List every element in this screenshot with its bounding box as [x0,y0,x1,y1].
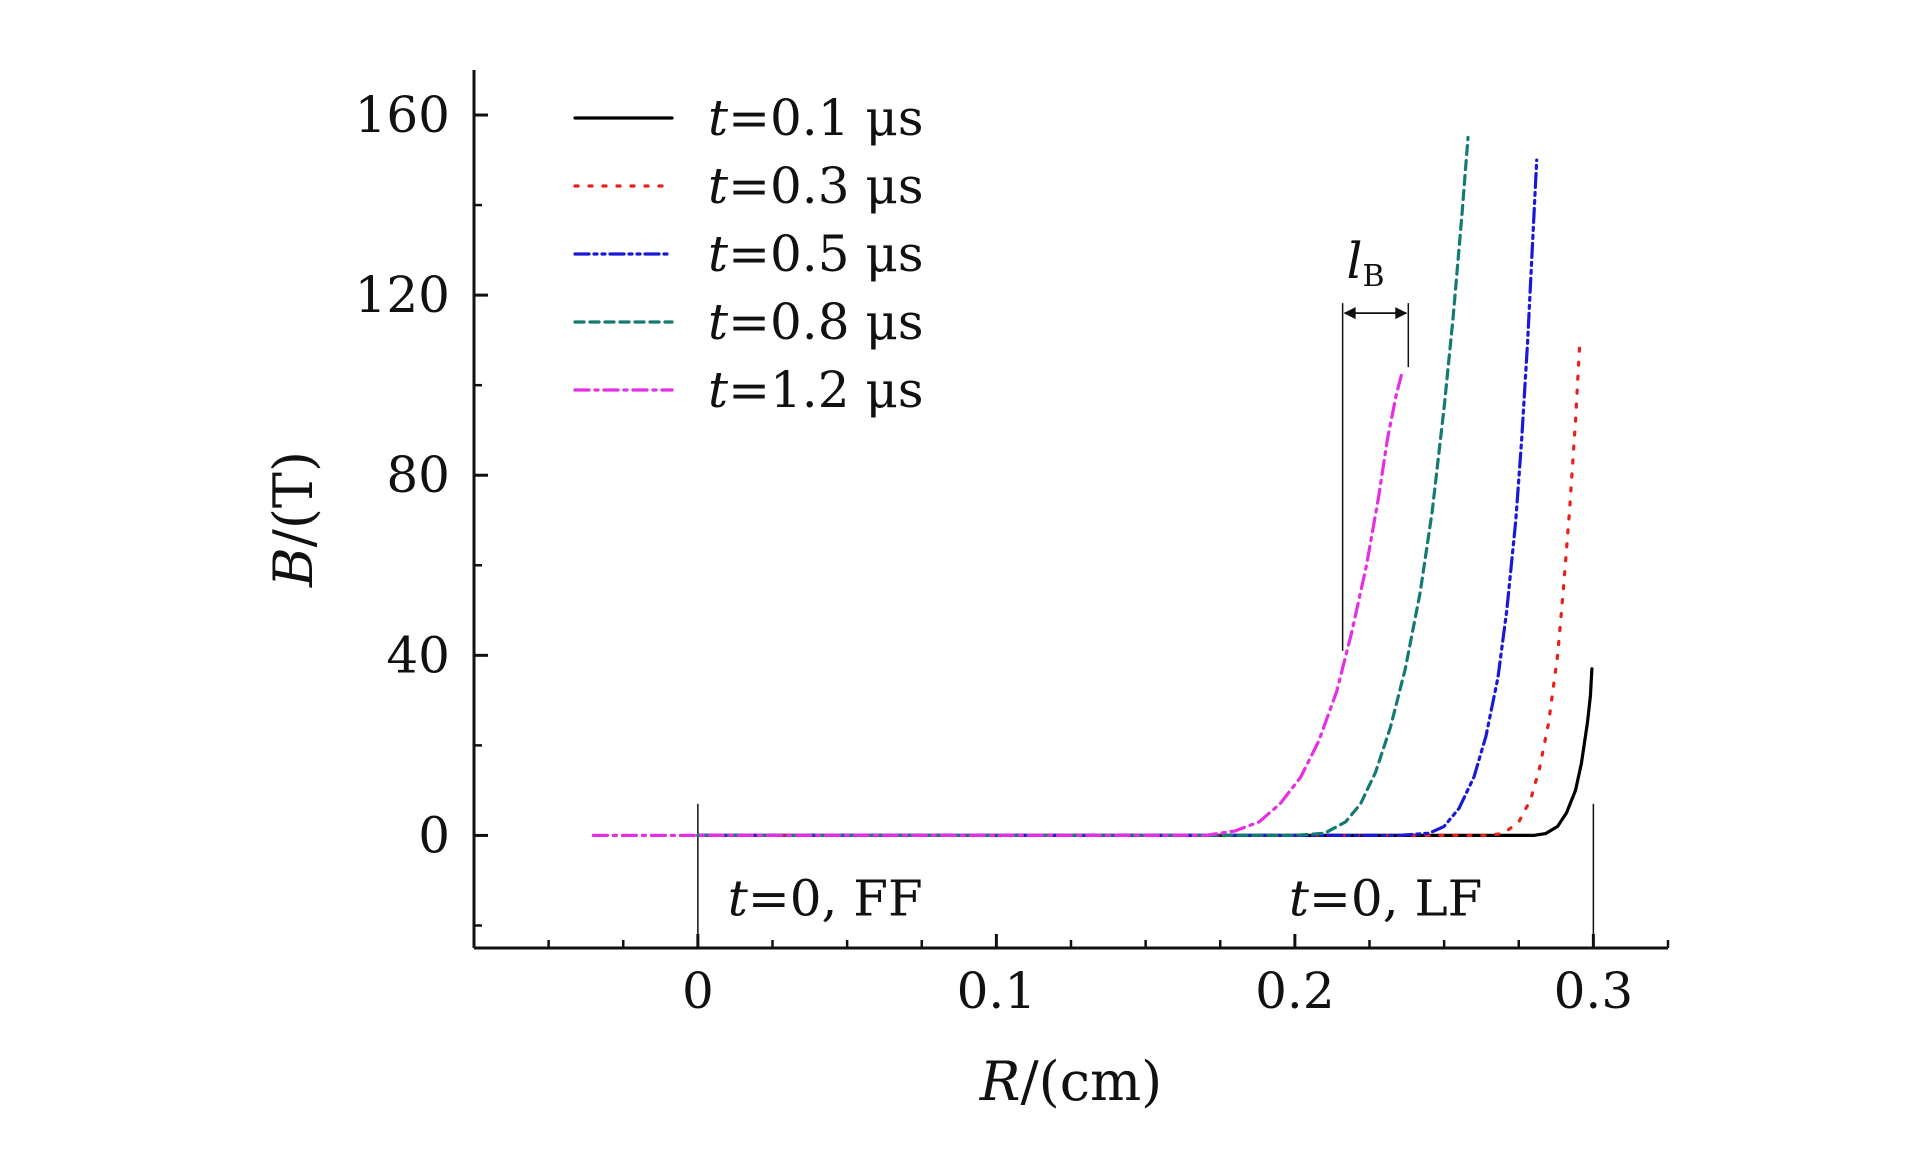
legend-var: t [708,89,729,147]
annotation-rest: =0, FF [748,869,923,927]
legend-var: t [708,293,729,351]
legend-rest: =0.1 μs [728,89,923,147]
lb-var: l [1346,232,1362,290]
legend-var: t [708,361,729,419]
y-tick-label: 40 [386,626,450,684]
legend-label-1: t=0.1 μs [708,89,924,147]
annotation-rest: =0, LF [1309,869,1482,927]
x-tick-label: 0.1 [957,962,1037,1020]
y-tick-label: 0 [418,806,450,864]
legend-rest: =1.2 μs [728,361,923,419]
annotation-lf: t=0, LF [1289,869,1482,927]
y-axis-unit: /(T) [262,451,325,547]
legend-label-3: t=0.5 μs [708,225,924,283]
legend-rest: =0.8 μs [728,293,923,351]
x-axis-title: R/(cm) [979,1050,1162,1113]
y-axis-title: B/(T) [262,451,325,588]
x-axis-var: R [979,1050,1021,1113]
y-tick-label: 80 [386,446,450,504]
annotation-var: t [1289,869,1310,927]
y-tick-label: 160 [355,86,450,144]
legend-label-2: t=0.3 μs [708,157,924,215]
annotation-ff: t=0, FF [728,869,923,927]
legend-var: t [708,225,729,283]
series-line-2 [696,338,1582,837]
x-tick-label: 0.2 [1255,962,1335,1020]
x-tick-label: 0 [682,962,714,1020]
lb-arrowhead-left [1343,307,1356,320]
legend-rest: =0.5 μs [728,225,923,283]
x-axis-unit: /(cm) [1020,1050,1162,1113]
legend-label-4: t=0.8 μs [708,293,924,351]
lb-sub: B [1362,259,1384,294]
annotation-var: t [728,869,749,927]
lb-label: lB [1346,232,1384,294]
legend-label-5: t=1.2 μs [708,361,924,419]
y-tick-label: 120 [355,266,450,324]
x-tick-label: 0.3 [1554,962,1634,1020]
legend-var: t [708,157,729,215]
series-line-5 [591,370,1404,837]
lb-arrowhead-right [1395,307,1408,320]
legend-rest: =0.3 μs [728,157,923,215]
y-axis-var: B [262,547,325,588]
